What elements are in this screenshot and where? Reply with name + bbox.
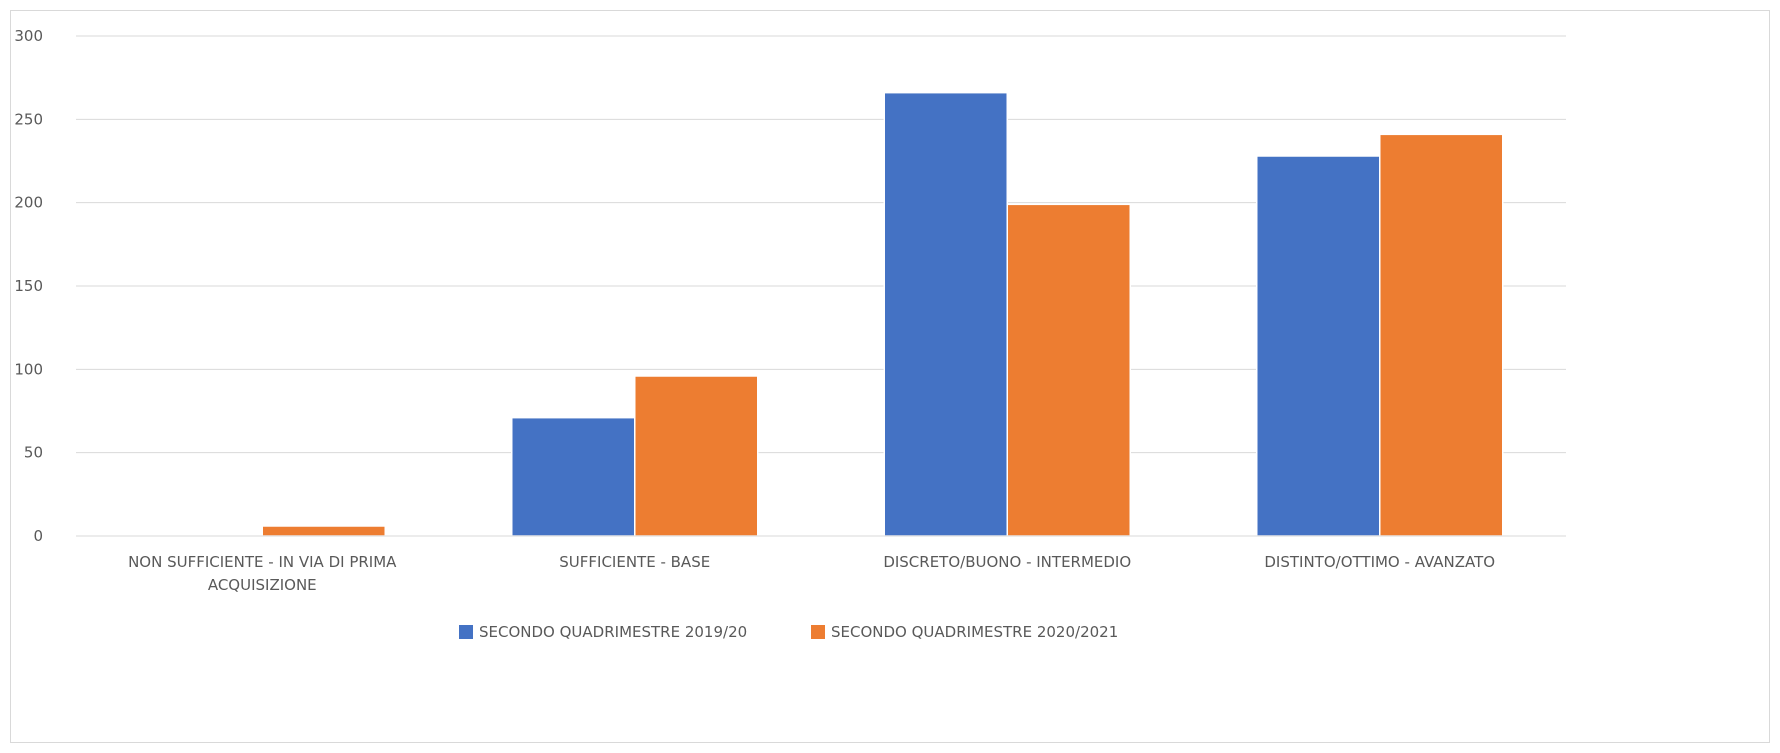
bar-series1: [883, 91, 1008, 537]
legend-label: SECONDO QUADRIMESTRE 2020/2021: [831, 623, 1118, 641]
legend-swatch: [459, 625, 473, 639]
y-tick-label: 150: [14, 277, 43, 295]
y-axis: 0 50 100 150 200 250 300: [14, 27, 43, 545]
chart-frame: 0 50 100 150 200 250 300 NON SUFFICIENTE - IN …: [10, 10, 1770, 743]
bar-series2: [634, 375, 759, 537]
legend-label: SECONDO QUADRIMESTRE 2019/20: [479, 623, 747, 641]
bar-series2: [261, 525, 386, 537]
y-tick-label: 250: [14, 110, 43, 128]
bar-chart: 0 50 100 150 200 250 300 NON SUFFICIENTE - IN …: [14, 27, 1566, 641]
bar-series1: [511, 416, 636, 537]
y-tick-label: 200: [14, 194, 43, 212]
bar-series2: [1379, 133, 1504, 537]
y-tick-label: 50: [24, 444, 43, 462]
x-axis: NON SUFFICIENTE - IN VIA DI PRIMA ACQUISI…: [128, 553, 1495, 594]
legend-swatch: [811, 625, 825, 639]
bar-series2: [1006, 203, 1131, 537]
y-tick-label: 100: [14, 360, 43, 378]
x-tick-label: DISCRETO/BUONO - INTERMEDIO: [883, 553, 1131, 571]
y-tick-label: 300: [14, 27, 43, 45]
legend: SECONDO QUADRIMESTRE 2019/20 SECONDO QUAD…: [459, 623, 1118, 641]
x-tick-label: NON SUFFICIENTE - IN VIA DI PRIMA: [128, 553, 397, 571]
x-tick-label: DISTINTO/OTTIMO - AVANZATO: [1264, 553, 1495, 571]
x-tick-label: SUFFICIENTE - BASE: [559, 553, 710, 571]
bar-series1: [1256, 155, 1381, 537]
x-tick-label: ACQUISIZIONE: [208, 576, 317, 594]
bars: [261, 91, 1504, 537]
y-tick-label: 0: [33, 527, 43, 545]
